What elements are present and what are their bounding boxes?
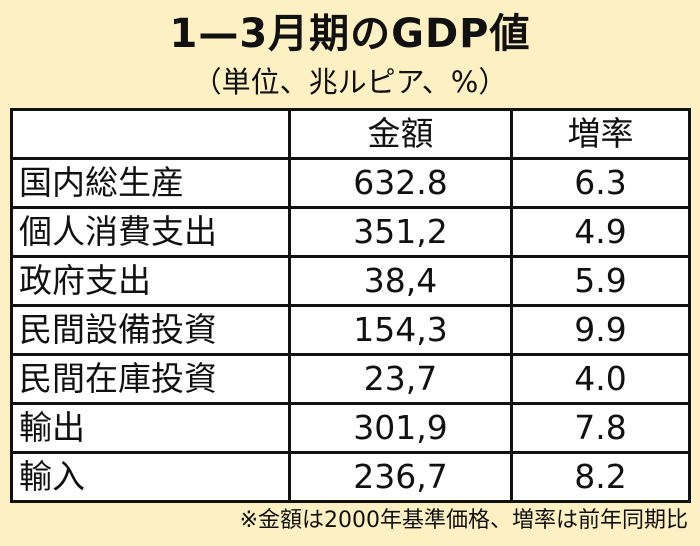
header-item <box>10 108 291 160</box>
table-row: 政府支出 38,4 5.9 <box>10 255 691 307</box>
row-item: 民間設備投資 <box>10 304 291 356</box>
table-header-row: 金額 増率 <box>10 108 691 160</box>
page-title: 1—3月期のGDP値 <box>169 11 531 57</box>
table-row: 個人消費支出 351,2 4.9 <box>10 206 691 258</box>
table-row: 民間在庫投資 23,7 4.0 <box>10 353 691 405</box>
row-item: 輸入 <box>10 451 291 503</box>
row-item: 輸出 <box>10 402 291 454</box>
table-row: 輸入 236,7 8.2 <box>10 451 691 503</box>
header-rate: 増率 <box>510 108 691 160</box>
table-row: 国内総生産 632.8 6.3 <box>10 157 691 209</box>
footnote: ※金額は2000年基準価格、増率は前年同期比 <box>239 508 688 533</box>
table-row: 民間設備投資 154,3 9.9 <box>10 304 691 356</box>
row-amount: 351,2 <box>288 206 513 258</box>
row-amount: 632.8 <box>288 157 513 209</box>
row-rate: 9.9 <box>510 304 691 356</box>
row-rate: 7.8 <box>510 402 691 454</box>
row-item: 民間在庫投資 <box>10 353 291 405</box>
row-item: 国内総生産 <box>10 157 291 209</box>
row-amount: 23,7 <box>288 353 513 405</box>
unit-subtitle: （単位、兆ルピア、%） <box>192 65 508 99</box>
row-item: 政府支出 <box>10 255 291 307</box>
row-amount: 38,4 <box>288 255 513 307</box>
row-rate: 5.9 <box>510 255 691 307</box>
gdp-table: 金額 増率 国内総生産 632.8 6.3 個人消費支出 351,2 4.9 政… <box>10 108 691 503</box>
row-amount: 154,3 <box>288 304 513 356</box>
row-rate: 4.0 <box>510 353 691 405</box>
row-amount: 236,7 <box>288 451 513 503</box>
row-rate: 4.9 <box>510 206 691 258</box>
row-item: 個人消費支出 <box>10 206 291 258</box>
row-amount: 301,9 <box>288 402 513 454</box>
row-rate: 6.3 <box>510 157 691 209</box>
row-rate: 8.2 <box>510 451 691 503</box>
header-amount: 金額 <box>288 108 513 160</box>
table-row: 輸出 301,9 7.8 <box>10 402 691 454</box>
